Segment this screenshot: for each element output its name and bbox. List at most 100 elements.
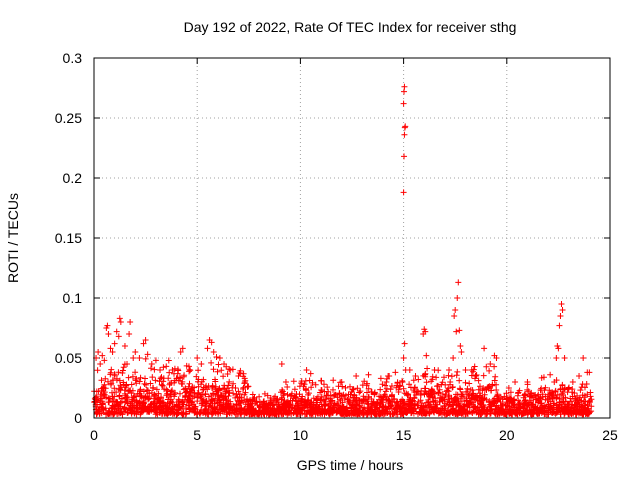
chart-title: Day 192 of 2022, Rate Of TEC Index for r… xyxy=(184,19,517,35)
data-point xyxy=(241,375,248,382)
data-point xyxy=(547,371,554,378)
data-point xyxy=(204,345,211,352)
data-point xyxy=(556,322,563,329)
data-point xyxy=(558,301,565,307)
data-point xyxy=(400,100,407,107)
data-point xyxy=(386,373,393,379)
data-point xyxy=(169,367,176,373)
y-tick-label: 0.1 xyxy=(63,290,83,306)
grid-lines xyxy=(94,58,610,418)
x-tick-label: 20 xyxy=(499,427,515,443)
data-point xyxy=(318,377,325,384)
data-point xyxy=(524,379,531,385)
data-point xyxy=(400,189,407,196)
y-tick-label: 0.25 xyxy=(55,110,82,126)
data-point xyxy=(561,355,568,361)
data-point xyxy=(401,83,408,90)
data-point xyxy=(580,355,587,361)
data-point xyxy=(157,367,164,373)
data-point xyxy=(452,307,459,313)
data-point xyxy=(377,375,384,382)
data-point xyxy=(431,367,438,373)
data-point xyxy=(97,361,104,367)
data-point xyxy=(140,340,147,347)
data-point xyxy=(423,352,430,359)
x-tick-label: 0 xyxy=(90,427,98,443)
data-point xyxy=(113,328,120,335)
data-point xyxy=(422,328,429,335)
data-point xyxy=(105,331,112,337)
data-point xyxy=(555,345,562,352)
data-point xyxy=(472,373,479,379)
data-point xyxy=(107,345,114,352)
data-point xyxy=(402,123,409,130)
data-point xyxy=(453,328,460,335)
data-point xyxy=(481,345,488,352)
data-point xyxy=(338,379,345,385)
y-tick-label: 0.05 xyxy=(55,350,82,366)
data-point xyxy=(235,373,242,379)
data-point xyxy=(163,363,170,370)
data-point xyxy=(493,355,500,361)
data-point xyxy=(152,357,159,364)
data-point xyxy=(446,367,453,373)
data-point xyxy=(450,355,457,361)
data-point xyxy=(185,363,192,370)
data-point xyxy=(109,349,116,355)
data-point xyxy=(303,367,310,373)
data-point xyxy=(399,379,406,385)
data-point xyxy=(468,367,475,373)
x-tick-label: 10 xyxy=(293,427,309,443)
noise-points xyxy=(91,354,595,418)
data-point xyxy=(99,352,106,359)
y-tick-label: 0.2 xyxy=(63,170,83,186)
data-point xyxy=(216,355,223,361)
data-point xyxy=(95,349,102,355)
data-point xyxy=(454,295,461,301)
data-point xyxy=(400,355,407,361)
data-point xyxy=(278,361,285,367)
data-point xyxy=(126,331,133,337)
data-point xyxy=(221,361,228,367)
data-point xyxy=(553,355,560,361)
data-point xyxy=(456,327,463,334)
data-point xyxy=(179,345,186,352)
data-point xyxy=(569,379,576,385)
y-tick-label: 0.15 xyxy=(55,230,82,246)
data-point xyxy=(365,371,372,378)
data-point xyxy=(401,131,408,138)
data-point xyxy=(111,340,118,347)
data-point xyxy=(142,337,149,343)
x-tick-label: 5 xyxy=(193,427,201,443)
data-point xyxy=(136,355,143,361)
x-tick-label: 25 xyxy=(602,427,618,443)
data-point xyxy=(457,343,464,349)
data-point xyxy=(451,313,458,319)
data-points xyxy=(93,83,593,391)
y-tick-label: 0.3 xyxy=(63,50,83,66)
data-point xyxy=(551,379,558,385)
x-tick-label: 15 xyxy=(396,427,412,443)
data-point xyxy=(559,307,566,313)
data-point xyxy=(401,153,408,160)
data-point xyxy=(116,315,123,322)
data-point xyxy=(557,313,564,319)
data-point xyxy=(104,322,111,329)
data-point xyxy=(353,373,360,379)
data-point xyxy=(177,349,184,355)
data-point xyxy=(512,379,519,385)
data-point xyxy=(127,319,134,325)
data-point xyxy=(101,357,108,364)
data-point xyxy=(132,349,139,355)
data-point xyxy=(586,369,593,376)
data-point xyxy=(487,361,494,367)
data-point xyxy=(540,374,547,381)
data-point xyxy=(401,340,408,347)
data-point xyxy=(307,370,314,377)
data-point xyxy=(392,369,399,376)
data-point xyxy=(576,373,583,379)
y-axis-label: ROTI / TECUs xyxy=(5,193,21,283)
data-point xyxy=(505,385,512,391)
data-point xyxy=(117,319,124,325)
